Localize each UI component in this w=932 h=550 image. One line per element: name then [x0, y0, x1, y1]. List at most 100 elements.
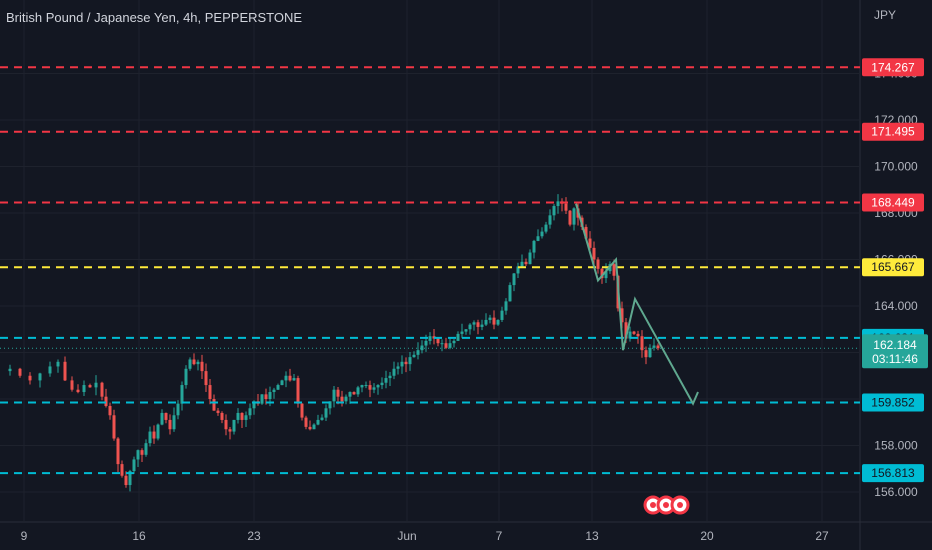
candle-body — [232, 419, 236, 432]
candle-body — [332, 389, 336, 402]
candle-body — [528, 252, 532, 265]
candle-body — [276, 385, 280, 390]
candle-body — [108, 405, 112, 416]
last-price-label: 162.184 — [873, 338, 917, 352]
candle-body — [94, 382, 98, 388]
candle-body — [628, 331, 632, 339]
level-label: 171.495 — [871, 125, 915, 139]
x-tick-label: 13 — [585, 529, 599, 543]
event-marker-dot — [663, 502, 669, 508]
candle-body — [236, 412, 240, 420]
candle-body — [412, 354, 416, 358]
candle-body — [600, 268, 604, 279]
level-price-tag — [862, 393, 924, 412]
pattern-drawing[interactable] — [575, 203, 699, 406]
y-tick-label: 158.000 — [874, 439, 918, 453]
candle-body — [328, 401, 332, 409]
candle-body — [512, 273, 516, 286]
candle-body — [216, 410, 220, 413]
candle-body — [392, 368, 396, 376]
candle-body — [82, 385, 86, 393]
candle-body — [152, 431, 156, 439]
candle-body — [280, 380, 284, 386]
candle-body — [480, 324, 484, 327]
candle-body — [180, 385, 184, 404]
candle-body — [160, 412, 164, 425]
candle-body — [352, 392, 356, 395]
level-price-tag — [862, 193, 924, 212]
candle-body — [644, 350, 648, 358]
y-tick-label: 164.000 — [874, 299, 918, 313]
candle-body — [70, 380, 74, 390]
candle-body — [584, 226, 588, 239]
x-tick-label: 27 — [815, 529, 829, 543]
candle-body — [428, 336, 432, 341]
candle-body — [520, 261, 524, 267]
candle-body — [316, 419, 320, 425]
candle-body — [76, 389, 80, 393]
candle-body — [636, 333, 640, 337]
candle-body — [656, 345, 660, 349]
candle-body — [388, 375, 392, 379]
candle-body — [380, 382, 384, 386]
level-price-tag — [862, 122, 924, 141]
x-tick-label: 23 — [247, 529, 261, 543]
level-label: 174.267 — [871, 60, 915, 74]
candle-body — [220, 412, 224, 420]
candle-body — [324, 408, 328, 418]
candle-body — [132, 459, 136, 472]
candle-body — [404, 361, 408, 365]
candle-body — [244, 415, 248, 420]
candle-body — [592, 247, 596, 260]
candle-body — [464, 329, 468, 332]
candle-body — [344, 396, 348, 402]
candle-body — [640, 336, 644, 351]
candle-body — [308, 426, 312, 430]
level-price-tag — [862, 58, 924, 77]
candle-body — [396, 366, 400, 369]
candle-body — [172, 415, 176, 430]
candle-body — [252, 401, 256, 409]
candle-body — [176, 403, 180, 416]
event-marker-dot — [677, 502, 683, 508]
candle-body — [204, 371, 208, 386]
candle-body — [624, 322, 628, 339]
candle-body — [264, 394, 268, 399]
candle-body — [416, 350, 420, 355]
candle-body — [28, 375, 32, 381]
candle-body — [120, 464, 124, 476]
chart-title: British Pound / Japanese Yen, 4h, PEPPER… — [6, 10, 303, 25]
candle-body — [524, 261, 528, 265]
candle-body — [648, 347, 652, 358]
candle-body — [312, 424, 316, 430]
currency-label: JPY — [873, 8, 896, 22]
candle-body — [488, 317, 492, 320]
candle-body — [420, 345, 424, 351]
candle-body — [116, 438, 120, 465]
candle-body — [228, 429, 232, 432]
candle-body — [568, 210, 572, 225]
candle-body — [460, 331, 464, 334]
candle-body — [376, 385, 380, 388]
candle-body — [348, 392, 352, 397]
candle-body — [484, 319, 488, 325]
candle-body — [532, 240, 536, 253]
candle-body — [144, 443, 148, 455]
candle-body — [112, 415, 116, 439]
candle-body — [124, 475, 128, 486]
candle-body — [604, 271, 608, 279]
candle-body — [500, 310, 504, 320]
level-label: 159.852 — [871, 395, 915, 409]
candle-body — [240, 412, 244, 420]
candle-body — [104, 396, 108, 406]
candle-body — [540, 231, 544, 237]
candle-body — [572, 208, 576, 225]
candle-body — [200, 361, 204, 372]
candle-body — [476, 322, 480, 327]
candle-body — [268, 392, 272, 399]
candle-body — [184, 368, 188, 386]
candle-body — [296, 378, 300, 404]
candle-body — [156, 424, 160, 439]
candle-body — [492, 317, 496, 325]
